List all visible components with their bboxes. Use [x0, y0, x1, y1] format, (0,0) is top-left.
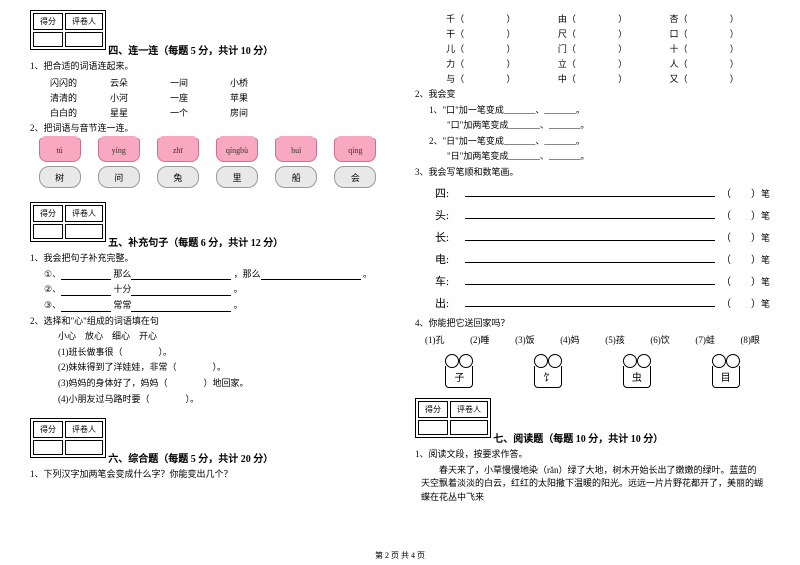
char-card: 问: [98, 166, 140, 188]
q4-2: 2、把词语与音节连一连。: [30, 122, 385, 135]
stroke-row: 出:（ ）笔: [435, 295, 770, 311]
q6-2: 2、我会变: [415, 88, 770, 101]
score-label: 得分: [33, 13, 63, 30]
q6-4: 4、你能把它送回家吗？: [415, 317, 770, 330]
pinyin-card: yíng: [98, 138, 140, 162]
score-box-5: 得分评卷人: [30, 202, 106, 242]
char-card: 树: [39, 166, 81, 188]
char-card: 里: [216, 166, 258, 188]
char-card: 会: [334, 166, 376, 188]
section-7-title: 七、阅读题（每题 10 分，共计 10 分）: [493, 434, 663, 445]
transform-line: 1、"口"加一笔变成_______、_______。: [429, 104, 770, 117]
page-footer: 第 2 页 共 4 页: [0, 550, 800, 561]
fill-line: ①、 那么 ，那么 。: [44, 268, 385, 281]
section-6-title: 六、综合题（每题 5 分，共计 20 分）: [108, 454, 273, 465]
stroke-row: 头:（ ）笔: [435, 207, 770, 223]
match-row: 闪闪的 云朵 一间 小桥: [50, 76, 385, 89]
char-card: 兔: [157, 166, 199, 188]
char-cards: 树 问 兔 里 船 会: [30, 166, 385, 188]
mushroom-row: 子 饣 虫 目: [415, 354, 770, 388]
q5-2-sub: (4)小朋友过马路时要（ ）。: [58, 393, 385, 406]
char-card: 船: [275, 166, 317, 188]
section-4-title: 四、连一连（每题 5 分，共计 10 分）: [108, 46, 273, 57]
stroke-row: 四:（ ）笔: [435, 185, 770, 201]
fill-line: ③、 常常 。: [44, 299, 385, 312]
grader-label: 评卷人: [65, 13, 103, 30]
pinyin-card: zhī: [157, 138, 199, 162]
right-column: 千（）由（）杏（） 干（）尺（）口（） 儿（）门（）十（） 力（）立（）人（） …: [415, 10, 770, 507]
match-row: 白白的 星星 一个 房间: [50, 106, 385, 119]
pinyin-card: qíngbù: [216, 138, 258, 162]
pinyin-cards: tú yíng zhī qíngbù huì qíng: [30, 138, 385, 162]
char-grid: 千（）由（）杏（） 干（）尺（）口（） 儿（）门（）十（） 力（）立（）人（） …: [415, 12, 770, 85]
mushroom-icon: 虫: [623, 354, 651, 388]
stroke-row: 长:（ ）笔: [435, 229, 770, 245]
score-box-4: 得分评卷人: [30, 10, 106, 50]
mushroom-icon: 目: [712, 354, 740, 388]
mushroom-icon: 饣: [534, 354, 562, 388]
q5-1: 1、我会把句子补充完整。: [30, 252, 385, 265]
match-row: 清清的 小河 一座 苹果: [50, 91, 385, 104]
fill-line: ②、 十分 。: [44, 283, 385, 296]
stroke-row: 车:（ ）笔: [435, 273, 770, 289]
transform-line: "口"加两笔变成_______、_______。: [429, 119, 770, 132]
transform-line: 2、"日"加一笔变成_______、_______。: [429, 135, 770, 148]
q4-1: 1、把合适的词语连起来。: [30, 60, 385, 73]
q6-1: 1、下列汉字加两笔会变成什么字？你能变出几个？: [30, 468, 385, 481]
q6-4-options: (1)孔 (2)睡 (3)饭 (4)妈 (5)孩 (6)饮 (7)蛙 (8)眼: [425, 333, 760, 346]
q5-2-sub: (2)妹妹得到了洋娃娃，非常（ ）。: [58, 361, 385, 374]
score-box-6: 得分评卷人: [30, 418, 106, 458]
transform-line: "日"加两笔变成_______、_______。: [429, 150, 770, 163]
mushroom-icon: 子: [445, 354, 473, 388]
q5-2: 2、选择和"心"组成的词语填在句: [30, 315, 385, 328]
pinyin-card: tú: [39, 138, 81, 162]
q6-3: 3、我会写笔顺和数笔画。: [415, 166, 770, 179]
q5-2-sub: (1)班长做事很（ ）。: [58, 346, 385, 359]
left-column: 得分评卷人 四、连一连（每题 5 分，共计 10 分） 1、把合适的词语连起来。…: [30, 10, 385, 507]
q5-2-options: 小心 放心 细心 开心: [58, 330, 385, 343]
reading-passage: 春天来了，小草慢慢地染（rǎn）绿了大地，树木开始长出了嫩嫩的绿叶。蓝蓝的天空飘…: [421, 464, 764, 505]
q5-2-sub: (3)妈妈的身体好了，妈妈（ ）地回家。: [58, 377, 385, 390]
pinyin-card: huì: [275, 138, 317, 162]
score-box-7: 得分评卷人: [415, 398, 491, 438]
section-5-title: 五、补充句子（每题 6 分，共计 12 分）: [108, 238, 283, 249]
q7-1: 1、阅读文段，按要求作答。: [415, 448, 770, 461]
stroke-row: 电:（ ）笔: [435, 251, 770, 267]
pinyin-card: qíng: [334, 138, 376, 162]
